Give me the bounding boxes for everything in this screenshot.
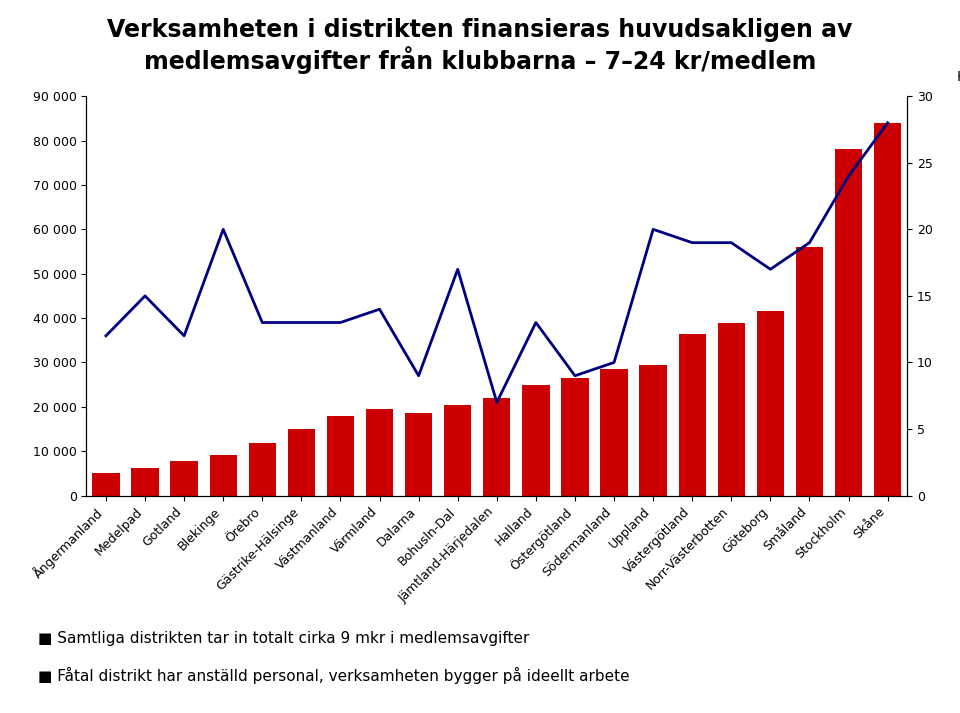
Bar — [874, 123, 901, 496]
Bar — [679, 334, 706, 496]
Bar — [366, 409, 394, 496]
Bar — [132, 468, 158, 496]
Bar — [600, 369, 628, 496]
Bar — [249, 443, 276, 496]
Bar — [209, 455, 237, 496]
Text: Kr: Kr — [956, 71, 960, 84]
Legend: Antal Medlemmar, Årsavgift: Antal Medlemmar, Årsavgift — [348, 710, 645, 713]
Bar — [288, 429, 315, 496]
Bar — [444, 404, 471, 496]
Text: ■ Fåtal distrikt har anställd personal, verksamheten bygger på ideellt arbete: ■ Fåtal distrikt har anställd personal, … — [38, 667, 630, 684]
Bar — [522, 384, 549, 496]
Bar — [639, 364, 667, 496]
Bar — [718, 322, 745, 496]
Bar — [756, 312, 784, 496]
Bar — [326, 416, 354, 496]
Bar — [483, 398, 511, 496]
Text: medlemsavgifter från klubbarna – 7–24 kr/medlem: medlemsavgifter från klubbarna – 7–24 kr… — [144, 46, 816, 74]
Bar — [405, 414, 432, 496]
Bar — [92, 473, 120, 496]
Text: Verksamheten i distrikten finansieras huvudsakligen av: Verksamheten i distrikten finansieras hu… — [108, 18, 852, 42]
Bar — [171, 461, 198, 496]
Bar — [796, 247, 823, 496]
Bar — [835, 150, 862, 496]
Bar — [562, 378, 588, 496]
Text: ■ Samtliga distrikten tar in totalt cirka 9 mkr i medlemsavgifter: ■ Samtliga distrikten tar in totalt cirk… — [38, 631, 530, 646]
